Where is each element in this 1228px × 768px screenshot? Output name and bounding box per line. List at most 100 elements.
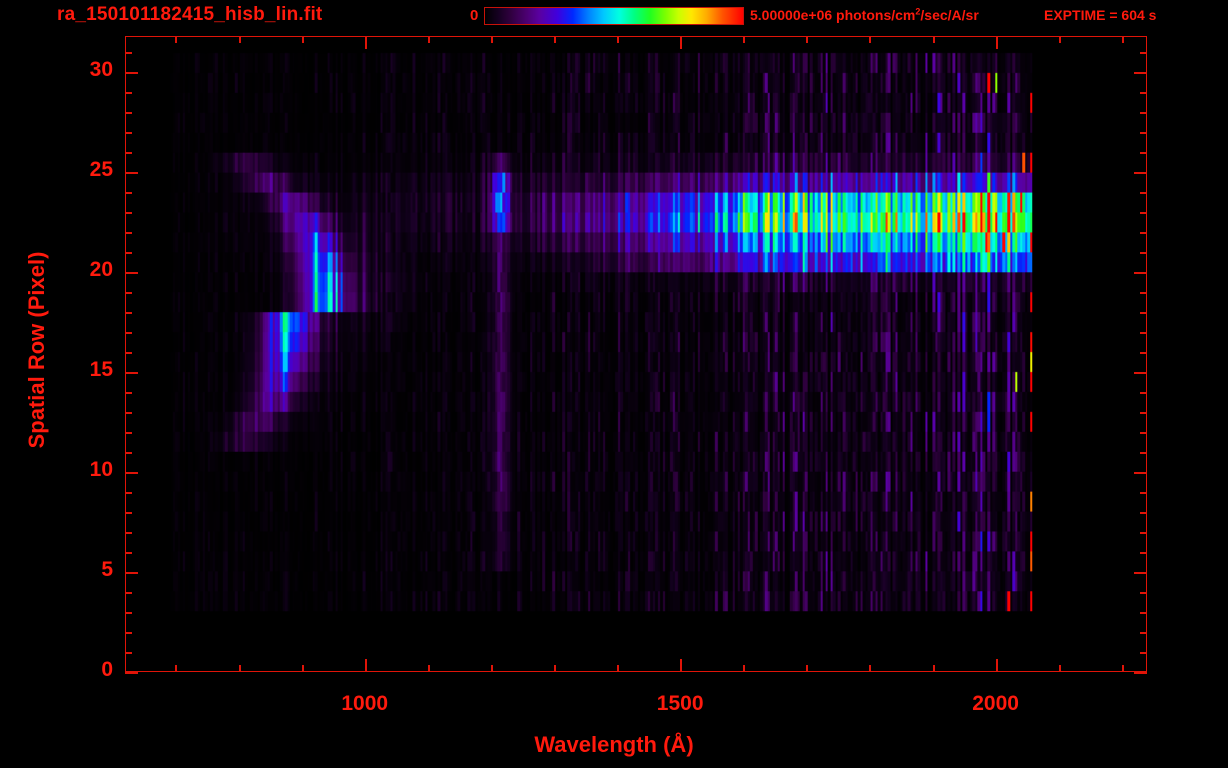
y-tick-right bbox=[1134, 372, 1147, 374]
spectral-image bbox=[126, 37, 1146, 671]
y-tick-left bbox=[125, 52, 132, 54]
y-tick-right bbox=[1134, 272, 1147, 274]
x-tick-label: 1000 bbox=[341, 692, 389, 715]
y-tick-left bbox=[125, 352, 132, 354]
y-tick-right bbox=[1140, 192, 1147, 194]
colorbar-min-label: 0 bbox=[470, 7, 479, 24]
y-tick-label: 20 bbox=[89, 258, 113, 281]
y-tick-right bbox=[1140, 92, 1147, 94]
x-tick-bottom bbox=[1058, 665, 1061, 672]
x-tick-top bbox=[238, 36, 241, 43]
x-tick-bottom bbox=[806, 665, 809, 672]
x-tick-label: 2000 bbox=[972, 692, 1019, 715]
y-tick-right bbox=[1140, 652, 1147, 654]
x-tick-top bbox=[806, 36, 809, 43]
y-tick-right bbox=[1140, 232, 1147, 234]
y-tick-left bbox=[125, 192, 132, 194]
colorbar-max-label: 5.00000e+06 photons/cm2/sec/A/sr bbox=[750, 7, 979, 23]
y-tick-left bbox=[125, 292, 132, 294]
y-tick-left bbox=[125, 412, 132, 414]
x-tick-top bbox=[1058, 36, 1061, 43]
x-tick-bottom bbox=[743, 665, 746, 672]
y-tick-left bbox=[125, 532, 132, 534]
plot-area bbox=[125, 36, 1147, 672]
y-tick-left bbox=[125, 472, 138, 474]
y-tick-label: 30 bbox=[89, 58, 113, 81]
colorbar bbox=[484, 7, 744, 25]
y-tick-left bbox=[125, 252, 132, 254]
y-tick-right bbox=[1140, 252, 1147, 254]
y-tick-right bbox=[1140, 552, 1147, 554]
y-tick-right bbox=[1140, 52, 1147, 54]
y-tick-label: 15 bbox=[89, 358, 113, 381]
y-tick-label: 25 bbox=[89, 158, 113, 181]
x-tick-bottom bbox=[490, 665, 493, 672]
y-tick-left bbox=[125, 312, 132, 314]
x-tick-top bbox=[680, 36, 683, 49]
y-tick-left bbox=[125, 652, 132, 654]
y-tick-right bbox=[1140, 592, 1147, 594]
y-tick-right bbox=[1140, 312, 1147, 314]
y-tick-right bbox=[1134, 72, 1147, 74]
x-tick-bottom bbox=[1121, 665, 1124, 672]
y-tick-left bbox=[125, 392, 132, 394]
y-tick-left bbox=[125, 272, 138, 274]
y-tick-left bbox=[125, 172, 138, 174]
colorbar-max-value: 5.00000e+06 bbox=[750, 7, 833, 23]
y-tick-left bbox=[125, 432, 132, 434]
y-tick-right bbox=[1140, 612, 1147, 614]
y-tick-right bbox=[1140, 632, 1147, 634]
colorbar-units-suffix: /sec/A/sr bbox=[920, 7, 979, 23]
y-tick-right bbox=[1134, 172, 1147, 174]
y-tick-right bbox=[1140, 532, 1147, 534]
x-tick-bottom bbox=[617, 665, 620, 672]
x-tick-top bbox=[301, 36, 304, 43]
y-tick-left bbox=[125, 152, 132, 154]
y-tick-left bbox=[125, 612, 132, 614]
y-tick-left bbox=[125, 332, 132, 334]
y-tick-left bbox=[125, 212, 132, 214]
y-tick-right bbox=[1140, 152, 1147, 154]
x-tick-bottom bbox=[364, 659, 367, 672]
y-tick-label: 10 bbox=[89, 458, 113, 481]
y-tick-right bbox=[1140, 392, 1147, 394]
x-tick-top bbox=[364, 36, 367, 49]
y-tick-right bbox=[1140, 332, 1147, 334]
file-title: ra_150101182415_hisb_lin.fit bbox=[57, 4, 323, 25]
x-tick-top bbox=[743, 36, 746, 43]
x-tick-top bbox=[427, 36, 430, 43]
y-tick-right bbox=[1140, 112, 1147, 114]
y-tick-left bbox=[125, 232, 132, 234]
colorbar-units-exponent: 2 bbox=[915, 6, 921, 17]
exptime-label: EXPTIME = 604 s bbox=[1044, 7, 1157, 23]
x-tick-top bbox=[869, 36, 872, 43]
colorbar-gradient bbox=[485, 8, 743, 24]
y-tick-label: 5 bbox=[101, 558, 113, 581]
x-tick-top bbox=[995, 36, 998, 49]
y-tick-right bbox=[1140, 132, 1147, 134]
y-tick-right bbox=[1140, 512, 1147, 514]
y-tick-right bbox=[1140, 492, 1147, 494]
y-tick-left bbox=[125, 672, 138, 674]
y-tick-left bbox=[125, 452, 132, 454]
x-tick-top bbox=[932, 36, 935, 43]
x-tick-top bbox=[553, 36, 556, 43]
y-tick-right bbox=[1134, 472, 1147, 474]
y-tick-left bbox=[125, 112, 132, 114]
x-tick-top bbox=[617, 36, 620, 43]
y-axis-title: Spatial Row (Pixel) bbox=[24, 251, 49, 449]
y-tick-left bbox=[125, 572, 138, 574]
y-tick-right bbox=[1140, 432, 1147, 434]
x-tick-top bbox=[175, 36, 178, 43]
y-tick-left bbox=[125, 632, 132, 634]
y-tick-left bbox=[125, 92, 132, 94]
y-tick-left bbox=[125, 132, 132, 134]
x-tick-bottom bbox=[932, 665, 935, 672]
x-tick-bottom bbox=[301, 665, 304, 672]
y-tick-left bbox=[125, 492, 132, 494]
x-tick-bottom bbox=[869, 665, 872, 672]
y-tick-left bbox=[125, 72, 138, 74]
y-tick-label: 0 bbox=[101, 658, 113, 681]
y-tick-left bbox=[125, 512, 132, 514]
